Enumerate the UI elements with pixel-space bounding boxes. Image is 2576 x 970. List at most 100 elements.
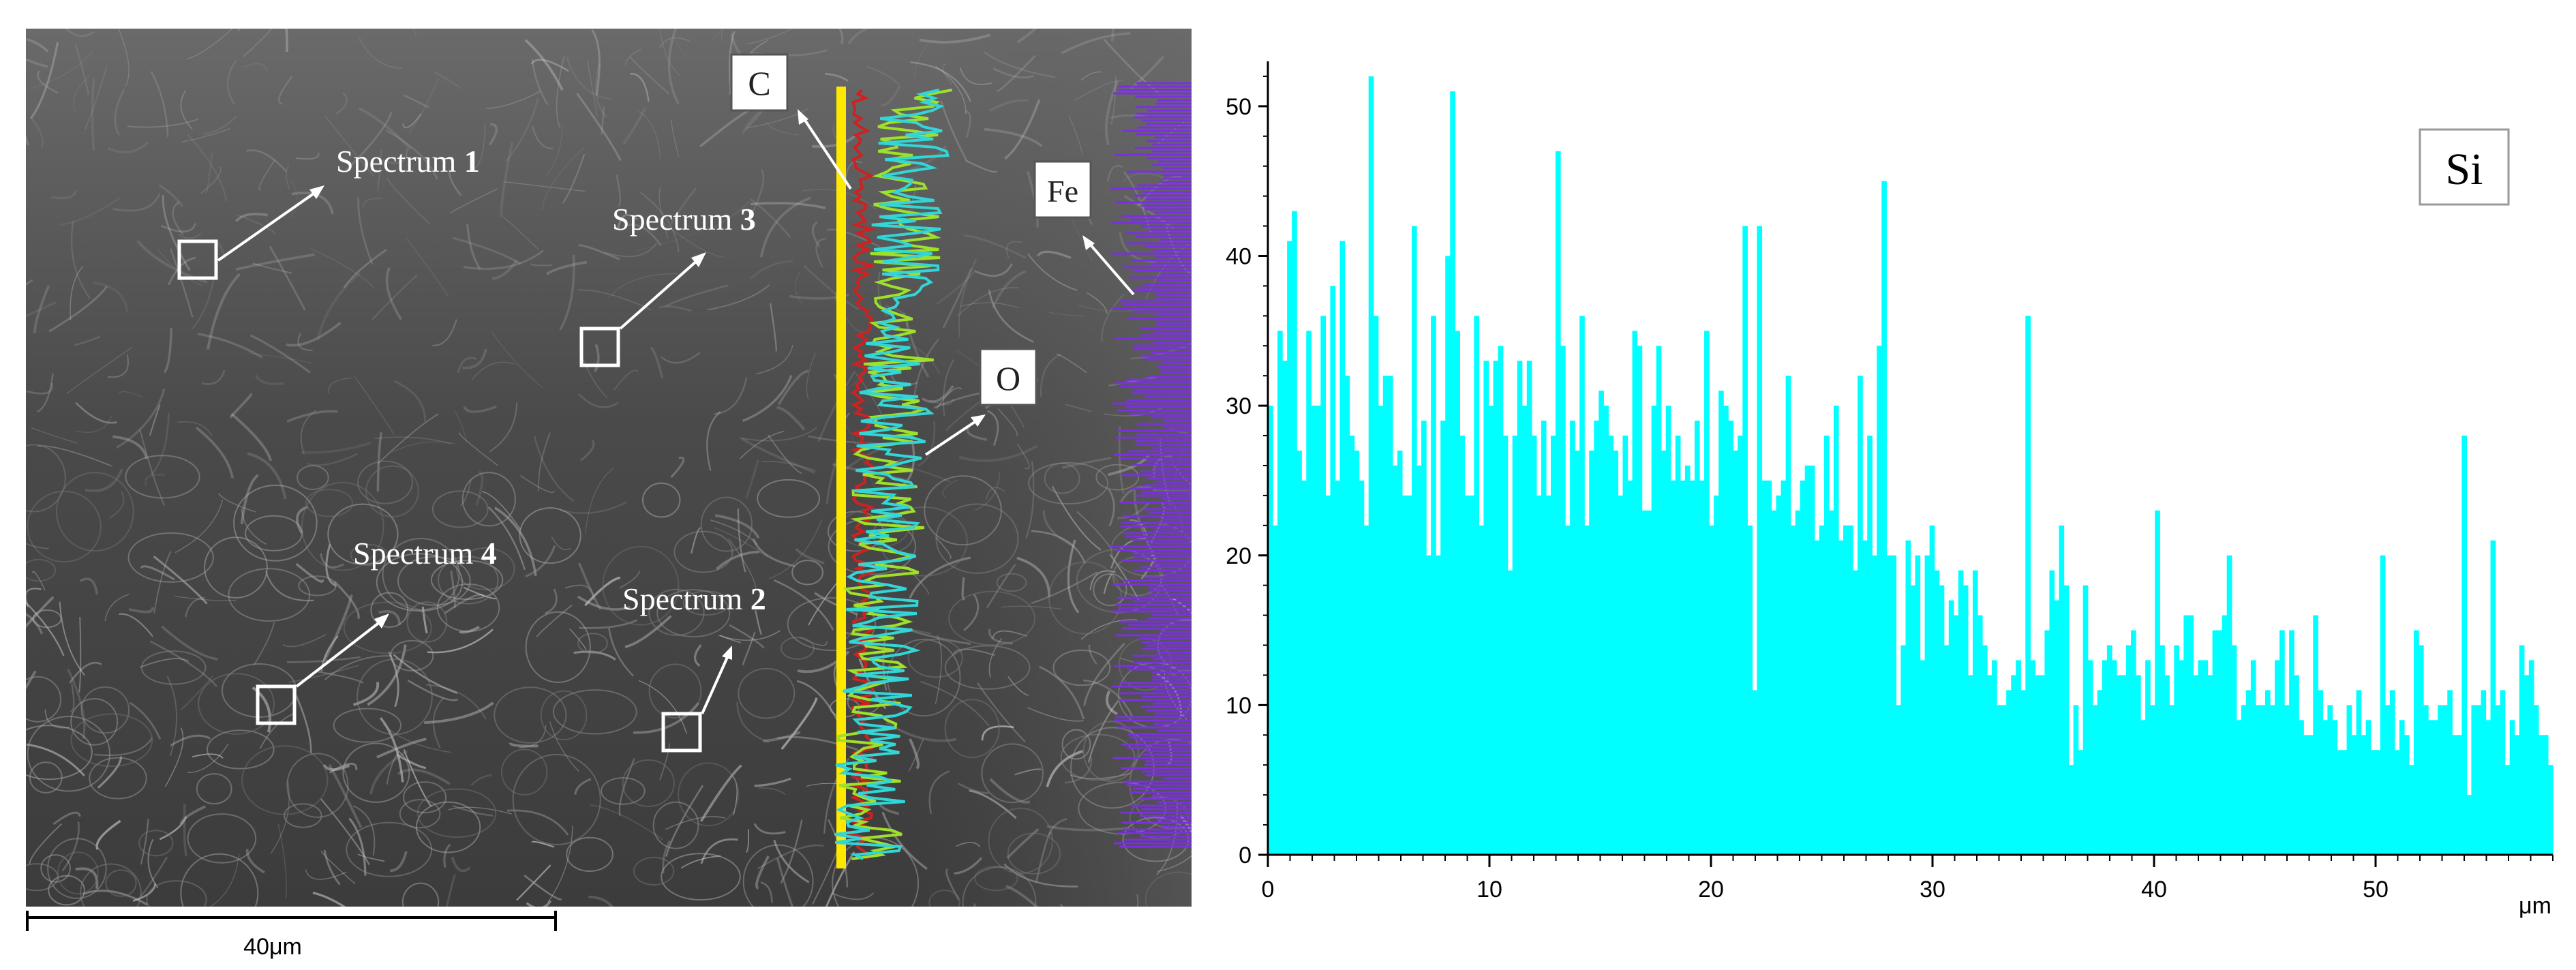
grain-boundary	[1179, 814, 1192, 834]
grain-boundary	[307, 453, 359, 466]
grain-boundary	[1059, 903, 1064, 907]
si-bar	[2030, 660, 2035, 855]
grain-boundary	[616, 174, 622, 207]
grain-outline	[415, 801, 481, 853]
grain-outline	[146, 880, 207, 907]
grain-boundary	[959, 67, 992, 85]
si-bar	[2299, 720, 2304, 855]
c-element-label: C	[748, 64, 770, 102]
grain-boundary	[578, 562, 602, 611]
grain-boundary	[714, 377, 748, 415]
grain-boundary	[378, 610, 401, 625]
si-bar	[1584, 525, 1590, 855]
grain-outline	[228, 568, 311, 622]
grain-boundary	[177, 421, 213, 437]
spectrum-4-label: Spectrum 4	[353, 536, 497, 571]
grain-boundary	[742, 631, 756, 665]
si-bar	[1436, 555, 1441, 855]
grain-boundary	[29, 823, 63, 865]
grain-boundary	[300, 409, 317, 455]
si-bar	[1273, 525, 1278, 855]
grain-boundary	[741, 438, 815, 474]
grain-boundary	[51, 190, 76, 200]
grain-boundary	[613, 369, 639, 391]
x-tick-label: 0	[1262, 877, 1275, 903]
grain-boundary	[282, 633, 327, 648]
grain-boundary	[235, 253, 315, 271]
grain-boundary	[659, 743, 670, 780]
grain-boundary	[658, 186, 669, 239]
grain-boundary	[531, 840, 555, 848]
grain-boundary	[832, 892, 875, 900]
si-bar	[2102, 660, 2108, 855]
grain-boundary	[278, 76, 293, 105]
si-bar	[2284, 705, 2290, 855]
grain-boundary	[26, 588, 42, 607]
si-bar	[1521, 406, 1528, 855]
grain-boundary	[26, 301, 57, 318]
grain-boundary	[623, 224, 662, 246]
si-bar	[1771, 510, 1777, 855]
grain-boundary	[26, 596, 55, 628]
grain-boundary	[153, 556, 208, 605]
grain-boundary	[752, 538, 795, 567]
grain-boundary	[180, 90, 193, 130]
grain-boundary	[474, 122, 486, 168]
grain-boundary	[26, 57, 48, 68]
si-bar	[2294, 675, 2299, 855]
grain-boundary	[388, 651, 399, 708]
grain-boundary	[197, 333, 263, 359]
grain-outline	[601, 777, 646, 805]
grain-boundary	[26, 279, 33, 286]
grain-boundary	[286, 656, 361, 663]
grain-outline	[26, 725, 93, 780]
si-bar	[1570, 421, 1575, 855]
grain-boundary	[170, 248, 194, 318]
grain-boundary	[466, 224, 481, 270]
grain-boundary	[64, 29, 95, 37]
grain-boundary	[36, 374, 54, 413]
si-bar	[2500, 690, 2506, 855]
grain-boundary	[694, 644, 702, 667]
grain-outline	[376, 553, 464, 612]
grain-boundary	[407, 680, 459, 701]
grain-boundary	[149, 404, 161, 436]
si-bar	[1421, 421, 1427, 855]
grain-boundary	[748, 108, 809, 129]
grain-boundary	[26, 612, 44, 635]
grain-boundary	[26, 670, 37, 691]
grain-boundary	[608, 628, 634, 677]
si-bar	[1311, 406, 1316, 855]
grain-outline	[944, 699, 1000, 759]
grain-boundary	[394, 380, 427, 422]
grain-boundary	[907, 628, 971, 646]
grain-boundary	[26, 601, 65, 656]
grain-boundary	[906, 342, 941, 374]
grain-outline	[1052, 649, 1111, 686]
grain-boundary	[425, 684, 487, 720]
grain-boundary	[295, 153, 320, 160]
grain-boundary	[1046, 750, 1083, 788]
si-bar	[2504, 765, 2511, 855]
grain-outline	[140, 650, 207, 685]
si-bar	[2361, 735, 2367, 855]
si-bar	[1761, 480, 1768, 855]
grain-outline	[48, 875, 85, 906]
grain-boundary	[252, 262, 292, 274]
si-bar	[1459, 436, 1465, 855]
grain-boundary	[170, 734, 211, 747]
grain-boundary	[1007, 676, 1029, 696]
si-bar	[2136, 675, 2141, 855]
grain-boundary	[671, 119, 680, 157]
si-bar	[1373, 316, 1379, 855]
si-bar	[1833, 406, 1839, 855]
fe-element-marker: Fe	[1033, 160, 1135, 296]
si-bar	[1809, 465, 1815, 855]
grain-boundary	[1106, 690, 1118, 716]
grain-boundary	[432, 319, 457, 346]
grain-boundary	[424, 701, 494, 725]
si-bar	[2495, 705, 2501, 855]
si-bar	[1493, 361, 1499, 855]
grain-outline	[1028, 462, 1109, 504]
grain-boundary	[1005, 241, 1022, 259]
